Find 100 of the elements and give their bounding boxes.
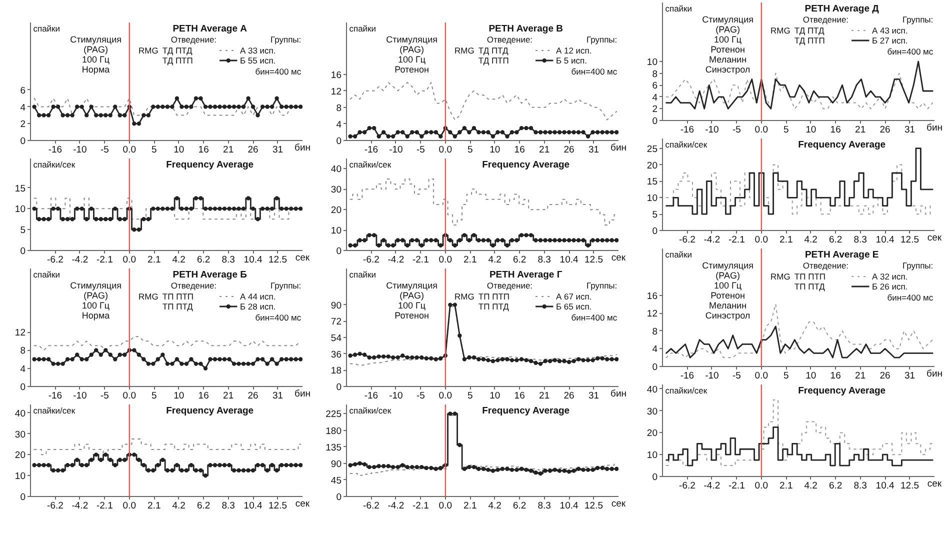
- x-tick-label: 16: [830, 124, 841, 136]
- annotation: Стимуляция (PAG) 100 Гц Норма: [70, 280, 122, 320]
- x-tick-label: 12.5: [268, 254, 288, 266]
- x-tick-label: 12.5: [900, 234, 920, 246]
- x-tick-label: -10: [705, 124, 719, 136]
- y-tick-label: 30: [330, 184, 342, 196]
- annotation: Группы:: [902, 260, 934, 270]
- chart-title: PETH Average Д: [804, 4, 880, 14]
- x-tick-label: 2.1: [148, 254, 161, 266]
- annotation: ТД ПТП: [794, 36, 825, 46]
- x-axis-title: сек: [295, 252, 310, 264]
- x-tick-label: -10: [705, 370, 719, 382]
- annotation: RMG: [454, 46, 474, 56]
- annotation: RMG: [770, 26, 790, 36]
- x-tick-label: 2.1: [148, 500, 161, 512]
- x-tick-label: -16: [680, 124, 694, 136]
- x-tick-label: 31: [272, 390, 284, 402]
- y-tick-label: 90: [330, 458, 342, 470]
- chart-title: PETH Average Г: [489, 270, 563, 280]
- x-tick-label: -16: [364, 144, 378, 156]
- x-tick-label: 0.0: [122, 500, 136, 512]
- annotation: RMG: [454, 292, 474, 302]
- annotation: RMG: [770, 272, 790, 282]
- annotation: Стимуляция (PAG) 100 Гц Ротенон Меланин Синэстрол: [702, 14, 754, 74]
- annotation: Отведение:: [486, 280, 533, 290]
- x-tick-label: -5: [732, 370, 741, 382]
- x-tick-label: 4.2: [488, 254, 502, 266]
- x-tick-label: 16: [198, 144, 209, 156]
- x-tick-label: 21: [223, 144, 234, 156]
- y-tick-label: 8: [336, 102, 342, 114]
- x-tick-label: 8.3: [222, 254, 235, 266]
- y-tick-label: 8: [652, 326, 658, 338]
- x-tick-label: 2.1: [464, 500, 477, 512]
- x-tick-label: 26: [564, 144, 574, 156]
- annotation: ТД ПТД: [478, 46, 508, 56]
- x-tick-label: 6.2: [196, 254, 210, 266]
- x-tick-label: -6.2: [47, 500, 64, 512]
- x-tick-label: -6.2: [47, 254, 64, 266]
- x-tick-label: 8.3: [538, 500, 551, 512]
- y-tick-label: 6: [652, 80, 658, 92]
- y-tick-label: 40: [330, 164, 342, 176]
- legend-label: Б 65 исп.: [556, 302, 592, 312]
- x-axis-title: бин: [610, 142, 627, 154]
- y-tick-label: 0: [20, 136, 26, 147]
- legend-label: А 43 исп.: [872, 26, 908, 36]
- annotation: Отведение:: [802, 260, 849, 270]
- legend-label: Б 5 исп.: [556, 56, 587, 66]
- x-tick-label: -5: [416, 144, 425, 156]
- x-axis-title: бин: [926, 122, 943, 134]
- x-tick-label: -2.1: [728, 234, 745, 246]
- y-tick-label: 18: [330, 366, 342, 377]
- x-tick-label: 2.1: [464, 254, 477, 266]
- y-tick-label: 225: [326, 409, 342, 420]
- x-tick-label: -16: [48, 390, 62, 402]
- y-tick-label: 0: [652, 226, 658, 237]
- x-tick-label: -10: [389, 390, 403, 402]
- legend-label: А 33 исп.: [240, 46, 276, 56]
- x-tick-label: -4.2: [72, 500, 88, 512]
- x-axis-title: сек: [611, 252, 626, 264]
- x-tick-label: 8.3: [538, 254, 551, 266]
- annotation: Стимуляция (PAG) 100 Гц Ротенон: [386, 280, 438, 320]
- x-tick-label: 0.0: [754, 124, 768, 136]
- chart-title: Frequency Average: [798, 140, 886, 150]
- x-tick-label: -4.2: [388, 254, 404, 266]
- annotation: Группы:: [586, 280, 618, 290]
- y-tick-label: 10: [14, 204, 26, 216]
- annotation: Отведение:: [802, 14, 849, 24]
- x-tick-label: 8.3: [222, 500, 235, 512]
- y-tick-label: 5: [20, 225, 26, 236]
- y-tick-label: 4: [336, 119, 342, 130]
- y-tick-label: 12: [14, 328, 26, 339]
- x-tick-label: 10: [490, 144, 500, 156]
- y-tick-label: 10: [646, 450, 658, 462]
- y-tick-label: 12: [330, 86, 342, 98]
- chart-title: Frequency Average: [798, 386, 886, 396]
- x-tick-label: 0.0: [754, 370, 768, 382]
- annotation: Стимуляция (PAG) 100 Гц Ротенон: [386, 34, 438, 74]
- annotation: Группы:: [902, 14, 934, 24]
- legend-label: Б 28 исп.: [240, 302, 276, 312]
- x-axis-title: бин: [926, 368, 943, 380]
- y-tick-label: 0: [20, 246, 26, 257]
- x-tick-label: 0.0: [438, 390, 452, 402]
- y-tick-label: 45: [330, 475, 342, 486]
- annotation: бин=400 мс: [887, 46, 934, 56]
- annotation: ТП ПТД: [794, 282, 826, 292]
- y-axis-title: спайки: [33, 270, 60, 280]
- y-axis-title: спайки/сек: [33, 406, 76, 416]
- y-tick-label: 10: [646, 193, 658, 204]
- y-tick-label: 20: [330, 205, 342, 216]
- y-tick-label: 40: [14, 408, 26, 420]
- y-tick-label: 36: [330, 349, 342, 360]
- y-tick-label: 25: [646, 144, 658, 155]
- x-tick-label: 12.5: [584, 254, 604, 266]
- x-tick-label: -5: [732, 124, 741, 136]
- x-tick-label: 2.1: [780, 234, 793, 246]
- chart-title: Frequency Average: [482, 406, 570, 416]
- x-tick-label: -2.1: [96, 500, 113, 512]
- y-tick-label: 20: [646, 428, 658, 440]
- legend-label: А 67 исп.: [556, 292, 592, 302]
- x-tick-label: -16: [48, 144, 62, 156]
